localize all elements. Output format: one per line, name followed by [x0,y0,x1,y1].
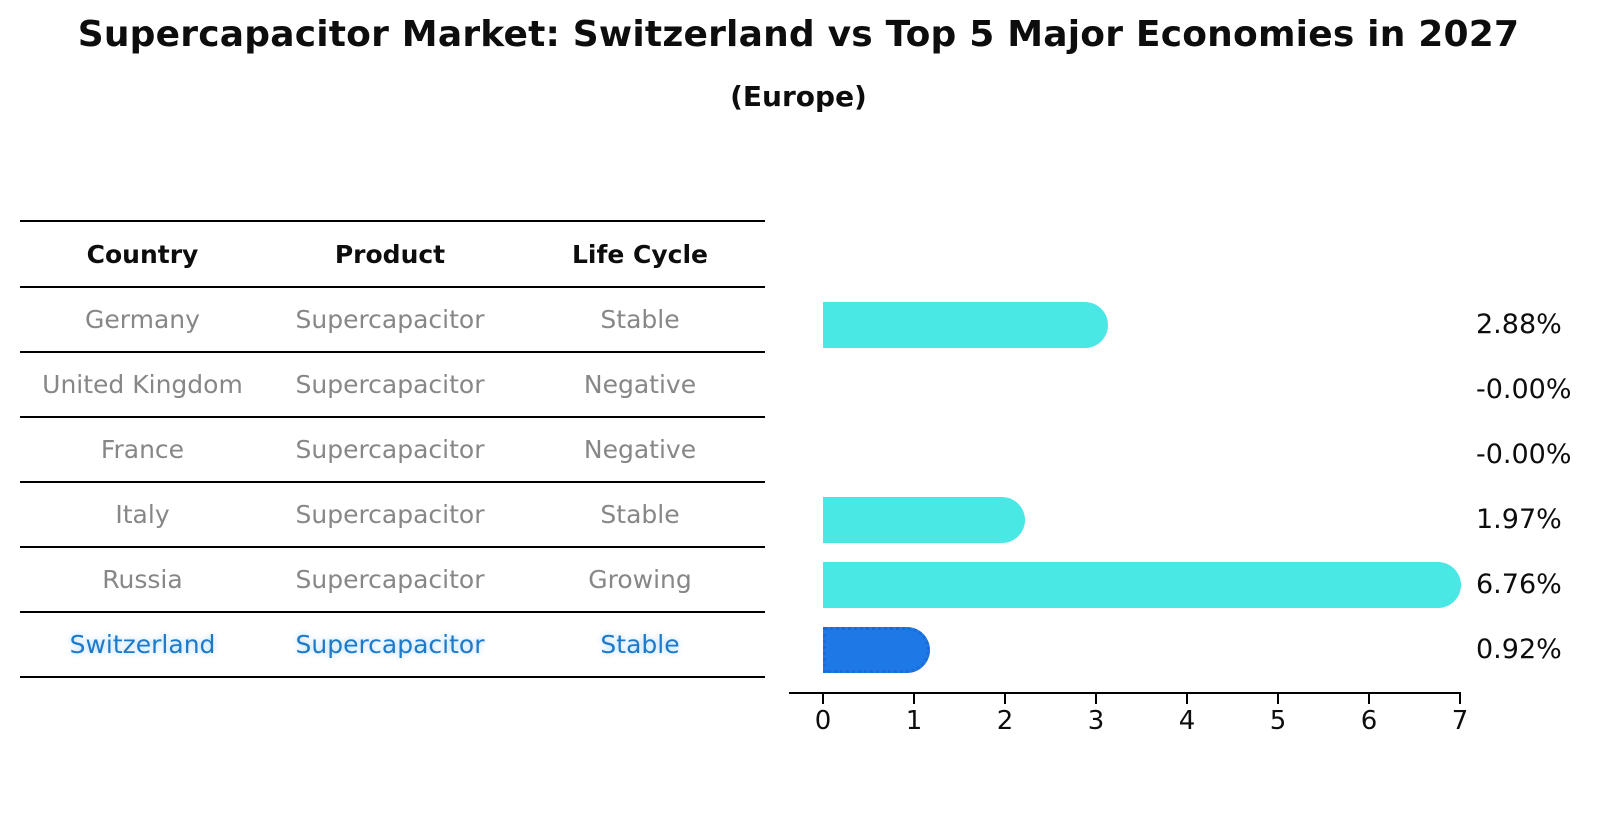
table-row-russia: Russia Supercapacitor Growing [20,548,765,613]
cell-lifecycle: Negative [583,370,697,399]
table-row-italy: Italy Supercapacitor Stable [20,483,765,548]
x-axis-tick [1277,694,1279,704]
x-axis-tick-label: 3 [1087,706,1105,736]
chart-subtitle: (Europe) [730,80,867,113]
x-axis-tick [1186,694,1188,704]
value-label-switzerland: 0.92% [1476,634,1562,665]
value-label-united-kingdom: -0.00% [1476,374,1572,405]
x-axis-tick [822,694,824,704]
cell-country: United Kingdom [42,370,243,399]
cell-country: Russia [102,565,183,594]
cell-lifecycle: Stable [600,500,680,529]
col-header-country: Country [86,239,199,269]
table-row-united-kingdom: United Kingdom Supercapacitor Negative [20,353,765,418]
cell-product: Supercapacitor [295,565,485,594]
x-axis-tick-label: 0 [814,706,832,736]
cell-country: France [100,435,185,464]
x-axis-tick [1368,694,1370,704]
col-header-product: Product [334,239,446,269]
x-axis-tick [913,694,915,704]
x-axis-tick [1459,694,1461,704]
bar-italy [823,497,1026,543]
value-label-russia: 6.76% [1476,569,1562,600]
cell-lifecycle: Stable [600,305,680,334]
value-label-germany: 2.88% [1476,309,1562,340]
cell-country: Germany [85,305,200,334]
bar-russia [823,562,1462,608]
table-row-germany: Germany Supercapacitor Stable [20,288,765,353]
country-table: Country Product Life Cycle Germany Super… [20,220,765,678]
bar-germany [823,302,1109,348]
x-axis-tick-label: 4 [1178,706,1196,736]
bar-switzerland-highlighted [823,627,930,673]
table-row-switzerland-highlighted: Switzerland Supercapacitor Stable [20,613,765,678]
x-axis-line [789,692,1461,694]
value-label-france: -0.00% [1476,439,1572,470]
cell-product: Supercapacitor [295,500,485,529]
x-axis-tick [1004,694,1006,704]
col-header-lifecycle: Life Cycle [571,239,709,269]
cell-product: Supercapacitor [295,370,485,399]
cell-product: Supercapacitor [295,305,485,334]
x-axis-tick-label: 7 [1451,706,1469,736]
cell-product: Supercapacitor [295,630,485,659]
cell-product: Supercapacitor [295,435,485,464]
x-axis-tick-label: 6 [1360,706,1378,736]
cell-country: Switzerland [69,630,216,659]
cell-lifecycle: Stable [600,630,680,659]
table-row-france: France Supercapacitor Negative [20,418,765,483]
table-header-row: Country Product Life Cycle [20,220,765,288]
cell-country: Italy [115,500,170,529]
cell-lifecycle: Growing [588,565,692,594]
x-axis-tick [1095,694,1097,704]
x-axis-tick-label: 2 [996,706,1014,736]
value-label-italy: 1.97% [1476,504,1562,535]
x-axis-tick-label: 1 [905,706,923,736]
x-axis-tick-label: 5 [1269,706,1287,736]
cell-lifecycle: Negative [583,435,697,464]
chart-title: Supercapacitor Market: Switzerland vs To… [77,14,1520,55]
